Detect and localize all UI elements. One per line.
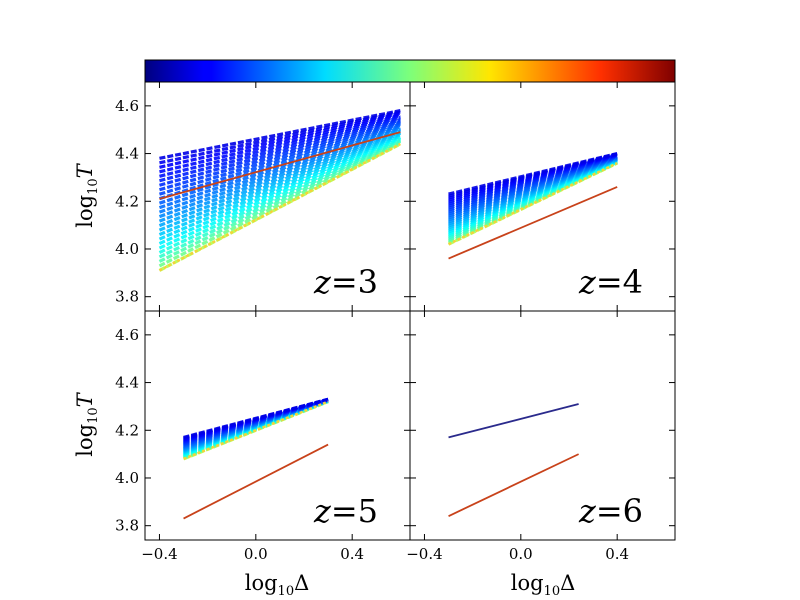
panel-2: z=4 — [409, 81, 676, 312]
x-tick-label: 0.4 — [605, 545, 629, 563]
y-tick-label: 4.4 — [115, 145, 139, 163]
panels: 3.84.04.24.44.6z=3 z=43.84.04.24.44.6−0.4… — [115, 81, 676, 563]
axis-label-sub: 10 — [86, 178, 101, 195]
panel-plot-area — [447, 152, 618, 260]
panel-label-var: z — [313, 263, 332, 301]
y-tick-label: 4.2 — [115, 192, 139, 210]
axis-label-base: log — [73, 195, 97, 228]
y-tick-label: 4.0 — [115, 469, 139, 487]
spread-edge-line — [183, 400, 329, 461]
panel-label-eq: = — [596, 263, 623, 301]
spread-line — [183, 397, 329, 439]
axis-label-base: log — [73, 424, 97, 457]
spread-line — [158, 125, 401, 214]
y-tick-label: 4.2 — [115, 421, 139, 439]
panel-label-eq: = — [331, 263, 358, 301]
colorbar — [144, 59, 676, 83]
colorbar-gradient — [144, 59, 676, 83]
spread-edge-line — [448, 161, 618, 246]
series-line-1 — [183, 443, 329, 520]
panel-label-var: z — [578, 492, 597, 530]
spread-line — [159, 109, 401, 160]
spread-line — [158, 135, 402, 250]
series-line-2 — [448, 453, 580, 517]
axis-label-symbol: Δ — [294, 571, 309, 595]
series-line-1 — [448, 186, 618, 260]
axis-label-base: log — [511, 571, 544, 595]
x-tick-label: −0.4 — [141, 545, 177, 563]
panel-label-eq: = — [596, 492, 623, 530]
spread-line — [158, 129, 401, 228]
y-tick-label: 4.6 — [115, 326, 139, 344]
axis-label-symbol: Δ — [560, 571, 575, 595]
axis-label-symbol: T — [73, 391, 97, 407]
spread-line — [158, 127, 401, 223]
spread-line — [158, 122, 401, 205]
y-tick-label: 4.0 — [115, 240, 139, 258]
spread-line — [158, 133, 401, 241]
axis-label-sub: 10 — [86, 407, 101, 424]
spread-line — [159, 118, 401, 192]
spread-line — [158, 121, 401, 201]
y-tick-label: 3.8 — [115, 517, 139, 535]
spread-line — [158, 123, 401, 210]
panel-label-value: 5 — [358, 492, 378, 530]
x-tick-label: −0.4 — [406, 545, 442, 563]
spread-line — [158, 119, 401, 196]
panel-label-var: z — [578, 263, 597, 301]
y-axis-label-bottom: log10T — [73, 391, 101, 456]
x-axis-label-right: log10Δ — [511, 571, 576, 599]
panel-4: −0.4 0.0 0.4 z=6 — [406, 310, 676, 563]
y-tick-label: 4.6 — [115, 97, 139, 115]
axis-label-base: log — [245, 571, 278, 595]
spread-line — [158, 141, 402, 268]
panel-label: z=5 — [313, 492, 378, 530]
spread-line — [159, 117, 401, 187]
x-tick-label: 0.0 — [509, 545, 533, 563]
spread-line — [158, 130, 401, 232]
spread-line — [159, 115, 401, 183]
panel-label-value: 3 — [358, 263, 378, 301]
panel-label: z=3 — [313, 263, 378, 301]
x-tick-label: 0.4 — [340, 545, 364, 563]
panel-label-eq: = — [331, 492, 358, 530]
panel-plot-area — [448, 403, 580, 517]
panel-1: 3.8 4.0 4.2 4.4 4.6 z=3 — [115, 81, 411, 312]
panel-label-var: z — [313, 492, 332, 530]
y-axis-label-top: log10T — [73, 162, 101, 227]
spread-line — [158, 139, 402, 263]
spread-line — [158, 134, 402, 246]
panel-label-value: 6 — [623, 492, 643, 530]
x-axis-label-left: log10Δ — [245, 571, 310, 599]
axis-label-sub: 10 — [278, 584, 295, 599]
panel-3: 3.8 4.0 4.2 4.4 4.6 −0.4 0.0 0.4 z=5 — [115, 310, 411, 563]
panel-label: z=4 — [578, 263, 643, 301]
spread-line — [158, 138, 402, 259]
axis-label-sub: 10 — [544, 584, 561, 599]
y-tick-label: 4.4 — [115, 374, 139, 392]
spread-line — [159, 114, 401, 178]
series-line-1 — [448, 403, 579, 439]
panel-plot-area — [182, 397, 329, 520]
spread-line — [448, 152, 618, 196]
spread-line — [159, 111, 401, 169]
panel-label-value: 4 — [623, 263, 643, 301]
panel-plot-area — [158, 109, 402, 272]
panel-frame — [409, 310, 676, 541]
spread-line — [159, 113, 401, 174]
y-tick-label: 3.8 — [115, 288, 139, 306]
series-line-1 — [159, 131, 401, 200]
spread-line — [158, 131, 401, 237]
panel-label: z=6 — [578, 492, 643, 530]
spread-line — [158, 137, 402, 254]
spread-line — [159, 110, 401, 165]
axis-label-symbol: T — [73, 162, 97, 178]
spread-edge-line — [158, 142, 401, 272]
x-tick-label: 0.0 — [244, 545, 268, 563]
